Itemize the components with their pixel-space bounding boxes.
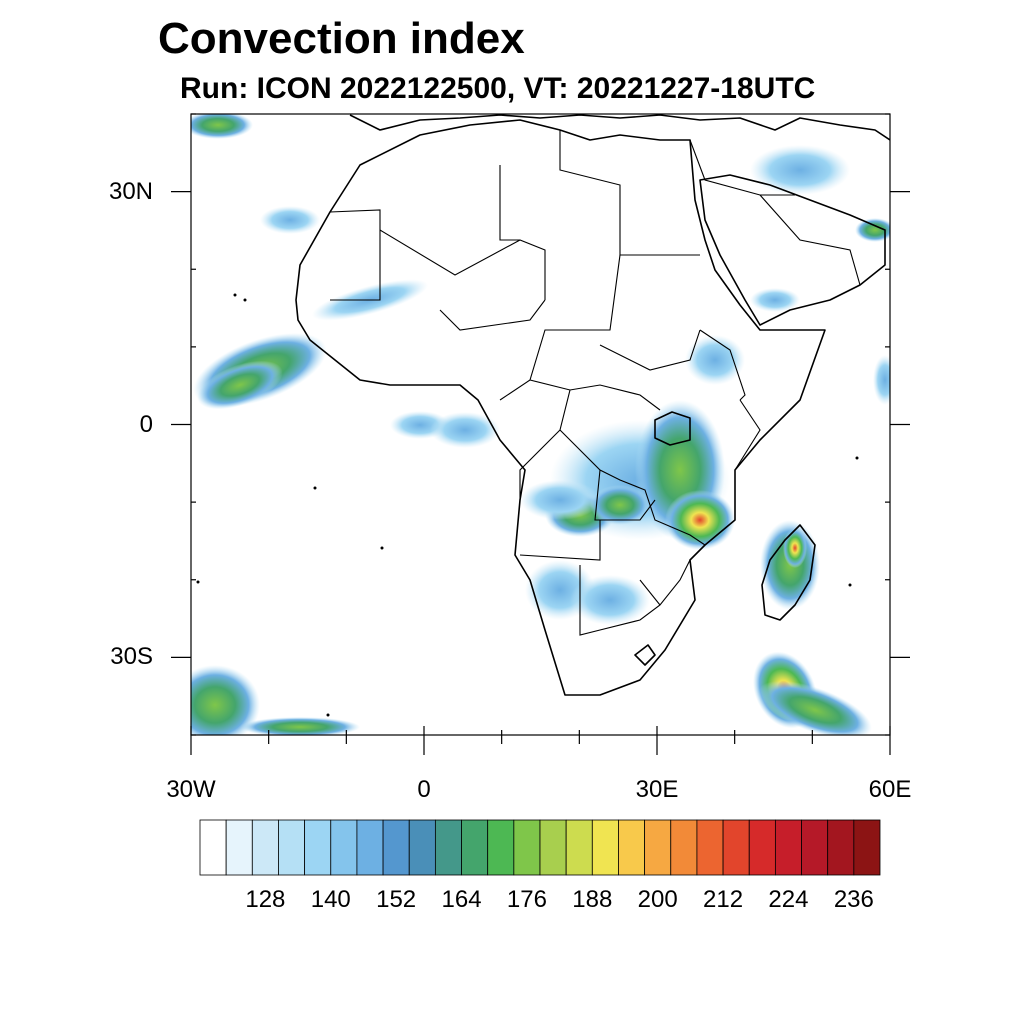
colorbar-tick-label: 212: [703, 886, 744, 913]
lat-label: 30N: [108, 177, 153, 205]
colorbar-tick-label: 152: [376, 886, 417, 913]
colorbar-swatch: [853, 819, 881, 876]
europe-coastline: [349, 114, 890, 141]
colorbar-swatch: [722, 819, 750, 876]
plot-title: Convection index: [158, 14, 525, 63]
colorbar-tick-label: 188: [572, 886, 613, 913]
colorbar-swatch: [199, 819, 227, 876]
colorbar-tick-label: 128: [245, 886, 286, 913]
colorbar-swatch: [461, 819, 489, 876]
island-specks: [196, 293, 859, 717]
axis-ticks: [171, 113, 910, 755]
country-borders: [329, 130, 861, 636]
colorbar-tick-label: 140: [310, 886, 351, 913]
colorbar-swatch: [696, 819, 724, 876]
lake-victoria: [654, 411, 691, 446]
colorbar-swatch: [278, 819, 306, 876]
colorbar-tick-label: 176: [506, 886, 547, 913]
colorbar-swatch: [408, 819, 436, 876]
colorbar-swatch: [251, 819, 279, 876]
colorbar-swatch: [644, 819, 672, 876]
colorbar-swatch: [330, 819, 358, 876]
colorbar-swatch: [487, 819, 515, 876]
madagascar-coastline: [761, 524, 816, 621]
colorbar-tick-label: 164: [441, 886, 482, 913]
lon-label: 0: [417, 776, 431, 803]
colorbar-swatch: [748, 819, 776, 876]
lesotho-border: [634, 644, 656, 666]
colorbar: [199, 819, 881, 876]
colorbar-tick-label: 236: [833, 886, 874, 913]
colorbar-swatch: [801, 819, 829, 876]
colorbar-swatch: [618, 819, 646, 876]
lat-label: 0: [139, 410, 153, 438]
colorbar-swatch: [565, 819, 593, 876]
colorbar-swatch: [591, 819, 619, 876]
colorbar-swatch: [434, 819, 462, 876]
lon-label: 60E: [868, 776, 912, 803]
colorbar-swatch: [827, 819, 855, 876]
colorbar-swatch: [382, 819, 410, 876]
convection-field: [191, 114, 890, 735]
colorbar-swatch: [539, 819, 567, 876]
colorbar-swatch: [356, 819, 384, 876]
lon-label: 30E: [635, 776, 679, 803]
colorbar-swatch: [774, 819, 802, 876]
colorbar-swatch: [304, 819, 332, 876]
colorbar-tick-label: 224: [768, 886, 809, 913]
colorbar-swatch: [513, 819, 541, 876]
colorbar-swatch: [225, 819, 253, 876]
colorbar-tick-label: 200: [637, 886, 678, 913]
lon-label: 30W: [166, 776, 216, 803]
plot-subtitle: Run: ICON 2022122500, VT: 20221227-18UTC: [180, 72, 816, 105]
lat-label: 30S: [110, 643, 153, 671]
map-area: [191, 114, 890, 735]
colorbar-swatch: [670, 819, 698, 876]
